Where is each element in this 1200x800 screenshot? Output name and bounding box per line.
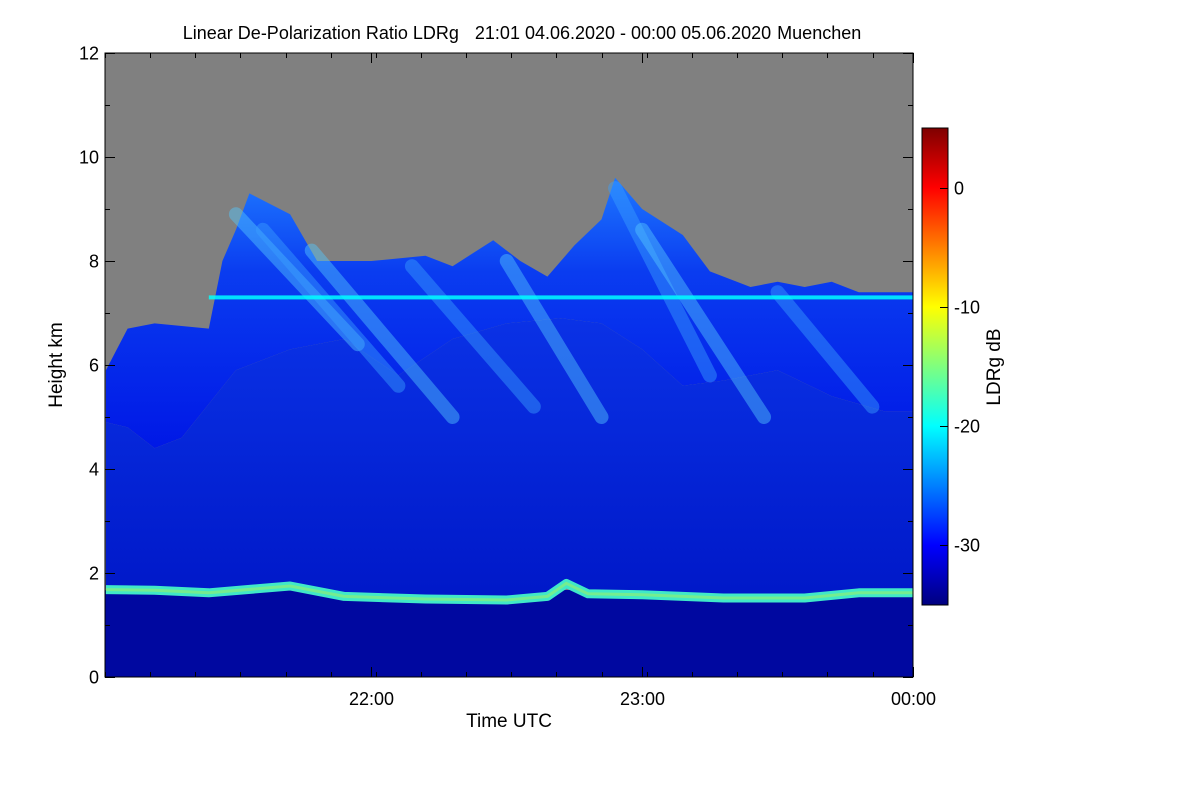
boundary-layer-band [105,590,913,677]
aerosol-layer-core [105,581,913,602]
colorbar-label: LDRg dB [984,328,1005,405]
fall-streak [304,243,460,424]
fall-streak [255,222,406,393]
y-tick-label: 10 [79,148,99,168]
fall-streak [228,207,365,352]
x-tick-label: 23:00 [620,689,665,709]
colorbar-tick-label: 0 [954,179,964,199]
plot-area [105,53,913,677]
x-tick-label: 00:00 [891,689,936,709]
colorbar-tick-label: -30 [954,536,980,556]
y-axis: 0 2 4 6 8 10 12 [79,44,913,688]
cirrus-layer [105,177,913,449]
y-tick-label: 6 [89,356,99,376]
fall-streak [770,285,880,414]
y-axis-label: Height km [46,322,67,408]
y-tick-label: 8 [89,252,99,272]
fall-streak [404,259,541,414]
y-tick-label: 4 [89,460,99,480]
colorbar-tick-label: -20 [954,417,980,437]
artifact-line [208,295,913,300]
x-tick-label: 22:00 [349,689,394,709]
colorbar-ticks: 0 -10 -20 -30 [940,179,980,556]
fall-streak [499,254,609,424]
fall-streaks [228,181,880,424]
y-tick-label: 0 [89,668,99,688]
y-tick-label: 12 [79,44,99,64]
fall-streak [635,222,772,424]
chart-title: Linear De-Polarization Ratio LDRg 21:01 0… [183,23,861,43]
y-tick-label: 2 [89,564,99,584]
colorbar-gradient [921,127,949,606]
x-axis-label: Time UTC [466,711,552,732]
colorbar-tick-label: -10 [954,298,980,318]
fall-streak [608,181,717,383]
x-axis: 22:00 23:00 00:00 [105,53,936,709]
aerosol-layer [105,318,913,600]
colorbar: 0 -10 -20 -30 LDRg dB [921,127,1005,606]
